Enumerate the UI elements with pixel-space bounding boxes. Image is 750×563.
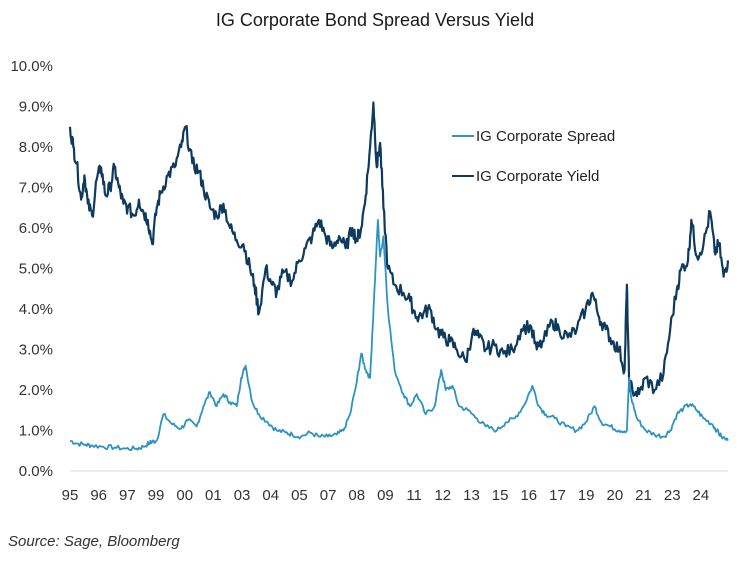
x-tick-label: 19	[578, 487, 595, 504]
legend-label: IG Corporate Yield	[476, 168, 599, 185]
y-tick-label: 6.0%	[19, 220, 53, 237]
x-tick-label: 24	[693, 487, 710, 504]
series-line-spread	[69, 219, 729, 452]
y-tick-label: 8.0%	[19, 139, 53, 156]
x-tick-label: 01	[205, 487, 222, 504]
x-tick-label: 17	[549, 487, 566, 504]
x-tick-label: 08	[348, 487, 365, 504]
y-tick-label: 10.0%	[10, 58, 53, 75]
x-tick-label: 97	[119, 487, 136, 504]
x-tick-label: 11	[406, 487, 422, 504]
series-line-yield	[68, 101, 730, 398]
y-tick-label: 2.0%	[19, 382, 53, 399]
source-note: Source: Sage, Bloomberg	[8, 533, 180, 550]
x-tick-label: 09	[377, 487, 394, 504]
legend: IG Corporate Spread IG Corporate Yield	[452, 128, 615, 185]
y-tick-label: 7.0%	[19, 180, 53, 197]
y-tick-label: 1.0%	[19, 423, 53, 440]
x-tick-label: 07	[320, 487, 337, 504]
x-tick-label: 95	[62, 487, 79, 504]
series-layer	[68, 101, 730, 452]
x-tick-label: 96	[90, 487, 107, 504]
y-tick-label: 4.0%	[19, 301, 53, 318]
y-axis: 0.0% 1.0% 2.0% 3.0% 4.0% 5.0% 6.0% 7.0% 8.0% 9.0%…	[10, 58, 53, 480]
y-tick-label: 9.0%	[19, 99, 53, 116]
x-tick-label: 21	[635, 487, 652, 504]
x-tick-label: 15	[492, 487, 509, 504]
x-tick-label: 16	[520, 487, 537, 504]
x-tick-label: 05	[291, 487, 308, 504]
x-tick-label: 03	[234, 487, 251, 504]
x-tick-label: 13	[463, 487, 480, 504]
y-tick-label: 3.0%	[19, 342, 53, 359]
x-tick-label: 04	[262, 487, 279, 504]
x-tick-label: 23	[664, 487, 681, 504]
y-tick-label: 5.0%	[19, 261, 53, 278]
legend-label: IG Corporate Spread	[476, 128, 615, 145]
x-tick-label: 00	[176, 487, 193, 504]
x-axis: 95 96 97 99 00 01 03 04 05 07 08 09 11 12 13 15 16 17 19 20…	[62, 487, 710, 504]
chart-title: IG Corporate Bond Spread Versus Yield	[215, 10, 535, 30]
y-tick-label: 0.0%	[19, 463, 53, 480]
x-tick-label: 12	[434, 487, 451, 504]
x-tick-label: 20	[607, 487, 624, 504]
x-tick-label: 99	[148, 487, 165, 504]
